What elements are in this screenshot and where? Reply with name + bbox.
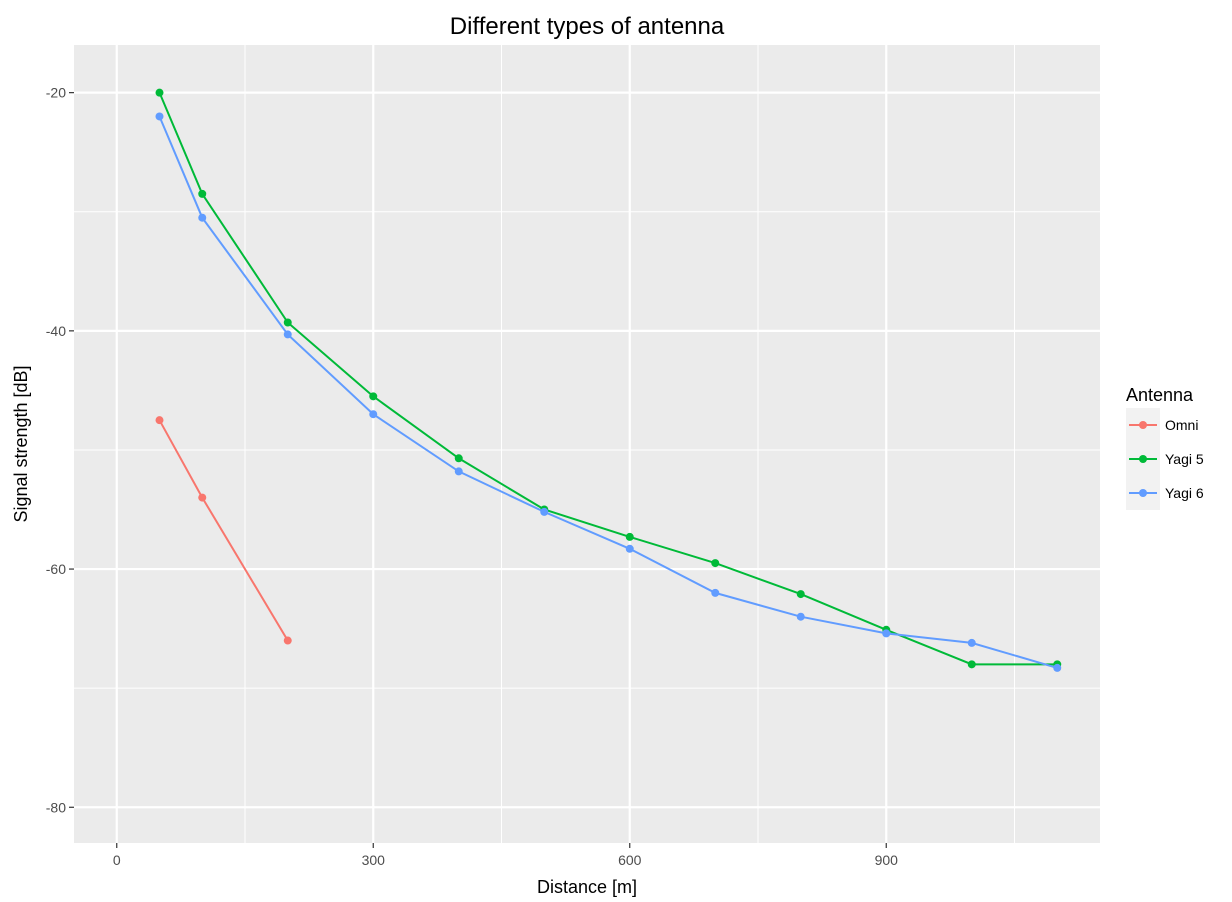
series-layer	[155, 88, 1062, 672]
data-point-yagi-6	[198, 213, 207, 222]
data-point-yagi-6	[967, 638, 976, 647]
y-tick-label: -20	[46, 85, 66, 101]
data-point-yagi-6	[454, 467, 463, 476]
legend: Antenna Omni Yagi 5 Yagi 6	[1126, 385, 1204, 510]
x-tick-label: 300	[362, 852, 386, 868]
legend-label: Yagi 5	[1165, 451, 1204, 467]
data-point-yagi-5	[155, 88, 164, 97]
plot-panel	[74, 45, 1100, 843]
data-point-yagi-5	[625, 532, 634, 541]
data-point-yagi-6	[1053, 663, 1062, 672]
data-point-yagi-5	[711, 559, 720, 568]
legend-item-omni: Omni	[1126, 408, 1198, 442]
x-tick-label: 0	[113, 852, 121, 868]
data-point-yagi-5	[796, 590, 805, 599]
legend-key-point	[1139, 455, 1147, 463]
major-gridlines	[74, 45, 1100, 843]
data-point-yagi-5	[198, 189, 207, 198]
series-yagi-6	[155, 112, 1062, 672]
series-omni	[155, 416, 292, 645]
data-point-yagi-6	[155, 112, 164, 121]
data-point-yagi-6	[540, 507, 549, 516]
data-point-yagi-5	[454, 454, 463, 463]
data-point-omni	[283, 636, 292, 645]
y-axis-ticks: -80 -60 -40 -20	[46, 85, 74, 815]
data-point-yagi-6	[882, 629, 891, 638]
y-tick-label: -60	[46, 561, 66, 577]
y-tick-label: -80	[46, 799, 66, 815]
data-point-omni	[198, 493, 207, 502]
y-axis-title: Signal strength [dB]	[11, 365, 31, 522]
legend-item-yagi-6: Yagi 6	[1126, 476, 1204, 510]
minor-gridlines	[74, 45, 1100, 843]
legend-key-point	[1139, 421, 1147, 429]
data-point-yagi-5	[967, 660, 976, 669]
data-point-yagi-6	[711, 588, 720, 597]
data-point-yagi-5	[369, 392, 378, 401]
chart-title: Different types of antenna	[450, 13, 725, 40]
legend-title: Antenna	[1126, 385, 1194, 405]
x-axis-ticks: 0 300 600 900	[113, 843, 898, 868]
y-tick-label: -40	[46, 323, 66, 339]
series-line-yagi-6	[158, 116, 1058, 669]
data-point-yagi-6	[625, 544, 634, 553]
legend-label: Yagi 6	[1165, 485, 1204, 501]
data-point-yagi-6	[796, 612, 805, 621]
x-axis-title: Distance [m]	[537, 877, 637, 897]
legend-item-yagi-5: Yagi 5	[1126, 442, 1204, 476]
data-point-omni	[155, 416, 164, 425]
legend-key-point	[1139, 489, 1147, 497]
x-tick-label: 600	[618, 852, 642, 868]
data-point-yagi-5	[283, 318, 292, 327]
data-point-yagi-6	[283, 330, 292, 339]
x-tick-label: 900	[875, 852, 899, 868]
legend-items: Omni Yagi 5 Yagi 6	[1126, 408, 1204, 510]
data-point-yagi-6	[369, 410, 378, 419]
legend-label: Omni	[1165, 417, 1198, 433]
